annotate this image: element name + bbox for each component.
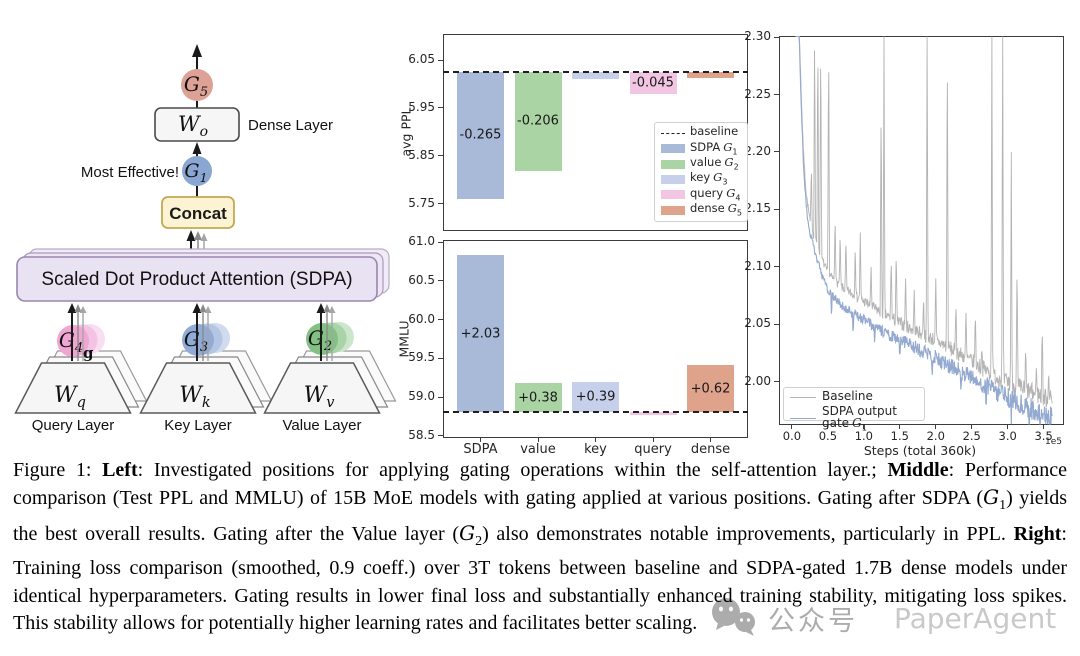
wk-label: Wk [179,383,210,411]
mmlu-ylabel: MMLU [396,320,412,358]
mmlu-plot-frame [443,240,748,438]
dense-color-chip [661,205,685,215]
loss-curve-baseline [795,36,1053,408]
caption-segment: G [983,485,1000,510]
loss-curve-gated [795,36,1053,425]
x-tick-label: dense [690,442,731,457]
concat-box [161,196,235,229]
ppl-legend: baseline SDPA G1 value G2 key G3 query G4 de… [654,122,748,222]
arrow-up-icon [192,303,202,313]
value-color-chip [661,159,685,169]
caption-segment: ) also demonstrates notable improvements… [482,522,1014,545]
arrow-up-icon [192,142,202,154]
wo-box [154,107,240,142]
sdpa-label: Scaled Dot Product Attention (SDPA) [41,269,352,290]
caption-segment: : Training loss comparison (smoothed, 0.… [13,522,1067,635]
gate-g5-label: G5 [184,72,208,100]
x-tick-mark [1043,425,1045,429]
gate-g1-label: G1 [184,160,207,185]
loss-x-offset: 1e5 [1045,437,1062,447]
value-layer-label: Value Layer [283,417,362,434]
x-tick-mark [935,425,937,429]
caption-segment: Right [1013,522,1062,545]
arrow-up-icon [194,231,202,240]
arrow-up-icon [192,44,202,57]
legend-item-value: value G2 [661,156,741,171]
legend-item-gated-curve: SDPA output gate G1 [790,405,918,432]
gate-g5 [181,69,213,101]
query-color-chip [661,190,685,200]
baseline-dash-icon [661,133,685,135]
loss-legend: Baseline SDPA output gate G1 [783,387,925,431]
arrow-up-icon [200,233,208,241]
gate-g3-label: G3 [184,327,208,355]
x-tick-label: 2.0 [926,429,945,443]
loss-curves [795,36,1053,425]
x-tick-mark [595,438,596,442]
loss-xlabel: Steps (total 360k) [863,443,977,458]
x-tick-label: key [584,442,607,457]
caption-segment: 1 [999,498,1007,514]
caption-segment: ) yields the best overall results. Gatin… [13,487,1067,545]
caption-segment: Figure 1: [13,459,103,481]
wv-trapezoid [263,362,381,414]
wv-label: Wv [304,383,336,411]
key-color-chip [661,175,685,185]
x-tick-mark [480,438,481,442]
most-effective-label: Most Effective! [81,164,179,181]
legend-item-query: query G4 [661,187,741,202]
sdpa-color-chip [661,144,685,154]
dense-layer-label: Dense Layer [248,117,333,134]
legend-item-key: key G3 [661,172,741,186]
wq-trapezoid [14,362,132,414]
wechat-icon [712,598,755,636]
caption-segment: 2 [475,533,483,549]
ppl-ylabel: avg PPL [398,107,414,157]
stray-g-label: g [83,344,94,362]
wq-label: Wq [54,383,86,411]
x-tick-mark [652,438,654,442]
caption-segment: : Investigated positions for applying ga… [137,459,888,481]
arrow-up-icon [316,303,326,313]
x-tick-label: SDPA [463,442,498,457]
arrow-up-icon [67,303,77,313]
watermark-en-text: PaperAgent [894,601,1057,635]
x-tick-mark [710,438,711,442]
x-tick-mark [1007,425,1009,429]
attention-diagram: G5 Wo Dense Layer G1 Most Effective! Con… [14,44,397,434]
arrow-up-icon [186,230,196,241]
watermark: 公众号 PaperAgent [710,597,1056,639]
figure-caption: Figure 1: Left: Investigated positions f… [13,457,1067,637]
legend-item-baseline-curve: Baseline [790,390,918,405]
concat-label: Concat [169,204,227,223]
wo-label: Wo [178,112,208,140]
x-tick-label: query [634,442,672,457]
x-tick-label: value [520,442,556,457]
caption-segment: Middle [887,459,949,481]
wk-trapezoid [139,362,257,414]
legend-item-baseline: baseline [661,126,741,140]
baseline-line-icon [790,396,816,398]
x-tick-mark [971,425,973,429]
legend-item-dense: dense G5 [661,202,742,217]
gated-line-icon [790,417,816,419]
gate-g1 [182,156,212,186]
key-layer-label: Key Layer [164,417,232,434]
caption-segment: G [459,520,476,545]
query-layer-label: Query Layer [32,417,115,434]
sdpa-box [16,256,378,302]
x-tick-label: 2.5 [962,429,981,443]
x-tick-mark [537,438,539,442]
watermark-cn-text: 公众号 [768,605,858,637]
caption-segment: Left [102,459,138,481]
x-tick-label: 3.0 [998,429,1017,443]
caption-segment: : Performance comparison (Test PPL and M… [13,459,1067,510]
legend-item-sdpa: SDPA G1 [661,141,741,156]
